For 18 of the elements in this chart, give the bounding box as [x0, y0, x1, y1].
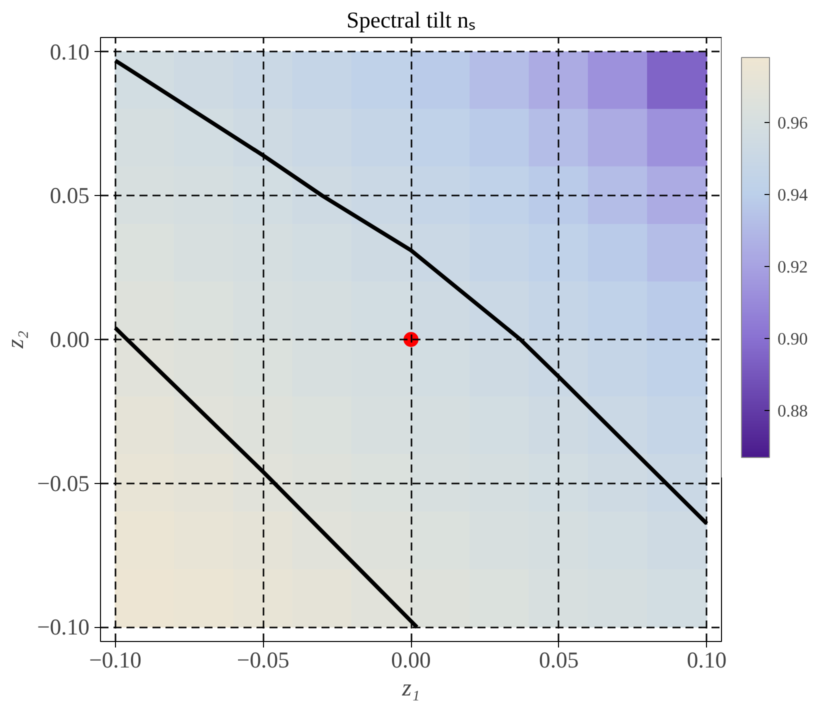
y-tick-label: 0.00 [50, 327, 90, 352]
color-bar-label: 0.96 [778, 113, 808, 132]
x-tick-label: −0.10 [89, 648, 142, 672]
y-tick-label: −0.05 [37, 470, 90, 496]
x-tick-label: 0.10 [686, 648, 727, 672]
x-tick-label: 0.05 [539, 648, 579, 672]
y-tick-label: 0.05 [50, 183, 90, 208]
x-tick-label: −0.05 [236, 648, 290, 672]
color-bar-label: 0.90 [778, 330, 808, 349]
y-axis-title: z₂ [3, 330, 30, 350]
chart-title: Spectral tilt nₛ [346, 8, 476, 32]
color-bar-label: 0.94 [778, 185, 808, 204]
color-bar-label: 0.92 [778, 258, 808, 277]
x-axis-title: z₁ [401, 676, 420, 702]
y-tick-label: −0.10 [37, 614, 90, 640]
y-tick-label: 0.10 [50, 39, 90, 64]
x-tick-label: 0.00 [391, 648, 431, 672]
color-bar-label: 0.88 [778, 402, 808, 421]
